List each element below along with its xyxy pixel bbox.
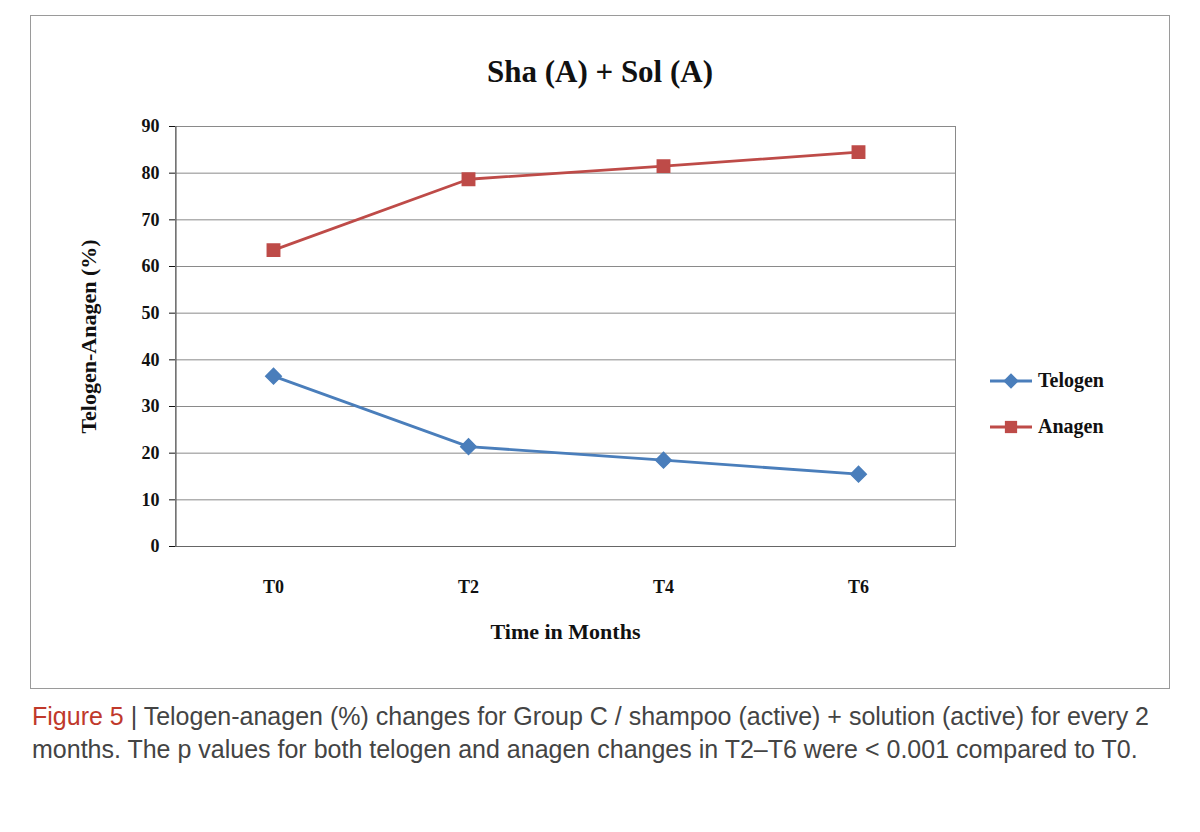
svg-text:T0: T0: [263, 577, 284, 597]
svg-text:10: 10: [142, 490, 160, 510]
svg-text:40: 40: [142, 350, 160, 370]
svg-text:50: 50: [142, 303, 160, 323]
svg-text:T4: T4: [653, 577, 674, 597]
svg-text:Telogen: Telogen: [1038, 369, 1104, 392]
svg-text:T6: T6: [848, 577, 869, 597]
svg-text:20: 20: [142, 443, 160, 463]
svg-text:Telogen-Anagen (%): Telogen-Anagen (%): [76, 239, 101, 433]
svg-text:0: 0: [151, 536, 160, 556]
html-text:Sha (A) + Sol (A): Sha (A) + Sol (A): [487, 54, 713, 89]
svg-text:60: 60: [142, 256, 160, 276]
html-text:Figure 5 | Telogen-anagen (%): Figure 5 | Telogen-anagen (%) changes fo…: [32, 702, 1149, 763]
svg-text:30: 30: [142, 396, 160, 416]
svg-text:90: 90: [142, 116, 160, 136]
svg-text:T2: T2: [458, 577, 479, 597]
svg-text:80: 80: [142, 163, 160, 183]
svg-text:70: 70: [142, 210, 160, 230]
svg-text:Anagen: Anagen: [1038, 415, 1104, 438]
svg-text:Time in Months: Time in Months: [491, 619, 641, 644]
